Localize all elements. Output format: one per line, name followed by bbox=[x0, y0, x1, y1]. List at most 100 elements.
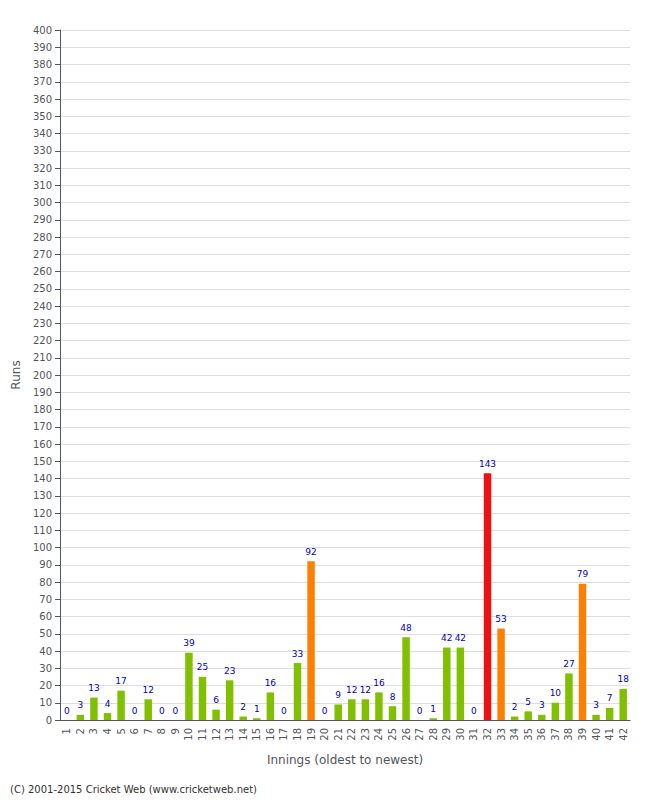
svg-text:32: 32 bbox=[482, 728, 493, 741]
svg-text:36: 36 bbox=[536, 728, 547, 741]
svg-text:330: 330 bbox=[33, 145, 52, 156]
svg-text:220: 220 bbox=[33, 335, 52, 346]
svg-text:2: 2 bbox=[512, 702, 518, 712]
svg-text:210: 210 bbox=[33, 352, 52, 363]
svg-text:28: 28 bbox=[428, 728, 439, 741]
svg-text:8: 8 bbox=[390, 692, 396, 702]
svg-text:110: 110 bbox=[33, 525, 52, 536]
svg-text:150: 150 bbox=[33, 456, 52, 467]
svg-text:26: 26 bbox=[401, 728, 412, 741]
svg-text:39: 39 bbox=[577, 728, 588, 741]
svg-text:13: 13 bbox=[224, 728, 235, 741]
svg-text:4: 4 bbox=[102, 728, 113, 734]
svg-text:0: 0 bbox=[46, 715, 52, 726]
svg-text:Innings (oldest to newest): Innings (oldest to newest) bbox=[267, 753, 423, 767]
svg-text:400: 400 bbox=[33, 25, 52, 36]
svg-text:14: 14 bbox=[238, 728, 249, 741]
svg-text:30: 30 bbox=[39, 663, 52, 674]
svg-text:15: 15 bbox=[251, 728, 262, 741]
svg-text:370: 370 bbox=[33, 76, 52, 87]
svg-text:0: 0 bbox=[159, 706, 165, 716]
svg-text:120: 120 bbox=[33, 508, 52, 519]
svg-text:0: 0 bbox=[417, 706, 423, 716]
svg-text:350: 350 bbox=[33, 111, 52, 122]
svg-text:24: 24 bbox=[373, 728, 384, 741]
svg-text:1: 1 bbox=[254, 704, 260, 714]
svg-text:17: 17 bbox=[278, 728, 289, 741]
svg-text:21: 21 bbox=[333, 728, 344, 741]
svg-text:3: 3 bbox=[593, 700, 599, 710]
svg-text:0: 0 bbox=[471, 706, 477, 716]
svg-text:200: 200 bbox=[33, 370, 52, 381]
svg-text:310: 310 bbox=[33, 180, 52, 191]
svg-text:7: 7 bbox=[607, 693, 613, 703]
svg-text:10: 10 bbox=[183, 728, 194, 741]
svg-text:16: 16 bbox=[265, 678, 277, 688]
svg-text:13: 13 bbox=[88, 683, 99, 693]
svg-text:17: 17 bbox=[115, 676, 126, 686]
svg-text:250: 250 bbox=[33, 283, 52, 294]
svg-text:170: 170 bbox=[33, 421, 52, 432]
svg-text:39: 39 bbox=[183, 638, 195, 648]
svg-text:25: 25 bbox=[197, 662, 208, 672]
svg-text:16: 16 bbox=[265, 728, 276, 741]
svg-text:12: 12 bbox=[346, 685, 357, 695]
svg-text:12: 12 bbox=[142, 685, 153, 695]
svg-text:40: 40 bbox=[591, 728, 602, 741]
svg-text:100: 100 bbox=[33, 542, 52, 553]
svg-text:18: 18 bbox=[617, 674, 629, 684]
svg-text:35: 35 bbox=[523, 728, 534, 741]
svg-text:18: 18 bbox=[292, 728, 303, 741]
svg-text:(C) 2001-2015 Cricket Web (www: (C) 2001-2015 Cricket Web (www.cricketwe… bbox=[10, 784, 257, 795]
svg-text:70: 70 bbox=[39, 594, 52, 605]
svg-text:16: 16 bbox=[373, 678, 385, 688]
svg-text:3: 3 bbox=[539, 700, 545, 710]
svg-text:40: 40 bbox=[39, 646, 52, 657]
svg-text:2: 2 bbox=[75, 728, 86, 734]
svg-text:23: 23 bbox=[360, 728, 371, 741]
svg-text:50: 50 bbox=[39, 628, 52, 639]
svg-text:19: 19 bbox=[306, 728, 317, 741]
svg-text:53: 53 bbox=[495, 614, 506, 624]
svg-text:180: 180 bbox=[33, 404, 52, 415]
svg-text:41: 41 bbox=[604, 728, 615, 741]
svg-text:27: 27 bbox=[414, 728, 425, 741]
svg-text:1: 1 bbox=[430, 704, 436, 714]
svg-text:60: 60 bbox=[39, 611, 52, 622]
svg-text:42: 42 bbox=[441, 633, 452, 643]
svg-text:0: 0 bbox=[322, 706, 328, 716]
svg-text:270: 270 bbox=[33, 249, 52, 260]
svg-text:160: 160 bbox=[33, 439, 52, 450]
svg-text:140: 140 bbox=[33, 473, 52, 484]
svg-text:143: 143 bbox=[479, 459, 496, 469]
svg-text:48: 48 bbox=[400, 623, 412, 633]
svg-text:25: 25 bbox=[387, 728, 398, 741]
svg-text:10: 10 bbox=[550, 688, 562, 698]
svg-text:0: 0 bbox=[64, 706, 70, 716]
svg-text:20: 20 bbox=[39, 680, 52, 691]
svg-text:300: 300 bbox=[33, 197, 52, 208]
svg-text:33: 33 bbox=[496, 728, 507, 741]
svg-text:2: 2 bbox=[240, 702, 246, 712]
svg-text:90: 90 bbox=[39, 559, 52, 570]
svg-text:12: 12 bbox=[211, 728, 222, 741]
svg-text:3: 3 bbox=[88, 728, 99, 734]
svg-text:5: 5 bbox=[525, 697, 531, 707]
svg-text:4: 4 bbox=[105, 699, 111, 709]
svg-text:12: 12 bbox=[360, 685, 371, 695]
svg-text:6: 6 bbox=[213, 695, 219, 705]
svg-text:8: 8 bbox=[156, 728, 167, 734]
svg-text:380: 380 bbox=[33, 59, 52, 70]
svg-text:79: 79 bbox=[577, 569, 589, 579]
svg-text:37: 37 bbox=[550, 728, 561, 741]
svg-text:9: 9 bbox=[170, 728, 181, 734]
svg-text:11: 11 bbox=[197, 728, 208, 741]
svg-text:38: 38 bbox=[563, 728, 574, 741]
svg-text:280: 280 bbox=[33, 232, 52, 243]
svg-text:3: 3 bbox=[77, 700, 83, 710]
svg-text:29: 29 bbox=[441, 728, 452, 741]
svg-text:7: 7 bbox=[143, 728, 154, 734]
svg-text:0: 0 bbox=[132, 706, 138, 716]
svg-text:30: 30 bbox=[455, 728, 466, 741]
svg-text:340: 340 bbox=[33, 128, 52, 139]
